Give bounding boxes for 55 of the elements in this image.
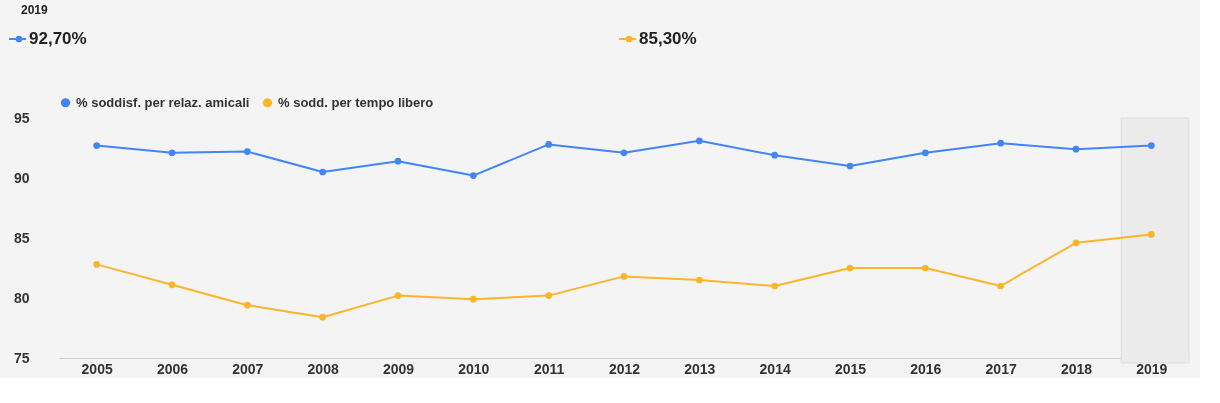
x-tick-label: 2013	[684, 360, 716, 377]
point	[695, 276, 703, 284]
point	[1147, 142, 1155, 149]
point	[620, 273, 628, 280]
point	[168, 149, 176, 157]
point	[921, 264, 929, 272]
x-tick-label: 2019	[1136, 360, 1168, 377]
text: 85,30%	[639, 29, 697, 48]
point	[695, 137, 703, 145]
point	[545, 292, 553, 299]
y-tick-label: 95	[13, 109, 30, 126]
x-tick-label: 2011	[533, 360, 565, 377]
point	[243, 301, 251, 309]
x-tick-label: 2006	[156, 360, 189, 377]
point	[93, 261, 101, 268]
point	[394, 157, 402, 165]
point	[1147, 231, 1155, 238]
x-tick-label: 2014	[759, 360, 791, 377]
point	[243, 148, 251, 155]
point	[771, 151, 779, 159]
point	[319, 168, 327, 176]
point	[997, 139, 1005, 147]
point	[1072, 145, 1080, 153]
y-tick-label: 85	[13, 229, 30, 246]
point	[771, 282, 779, 290]
point	[921, 149, 929, 157]
point	[846, 162, 854, 170]
y-tick-label: 90	[13, 169, 30, 186]
x-tick-label: 2012	[608, 360, 641, 377]
y-tick-label: 75	[13, 349, 30, 366]
point	[620, 149, 628, 157]
x-tick-label: 2017	[985, 360, 1017, 377]
x-tick-label: 2015	[834, 360, 867, 377]
x-tick-label: 2018	[1060, 360, 1093, 377]
text: 92,70%	[29, 29, 87, 48]
point	[545, 141, 553, 148]
point	[469, 172, 477, 179]
point	[394, 292, 402, 299]
point	[168, 281, 176, 289]
legend-label: % soddisf. per relaz. amicali	[76, 94, 250, 110]
x-tick-label: 2009	[382, 360, 415, 377]
x-tick-label: 2010	[458, 360, 490, 377]
y-tick-label: 80	[13, 289, 30, 306]
x-tick-label: 2005	[81, 360, 113, 377]
point	[319, 313, 327, 321]
point	[846, 264, 854, 272]
point	[1072, 239, 1080, 247]
point	[469, 295, 477, 303]
text: 2019	[21, 3, 49, 17]
point	[93, 142, 101, 149]
x-tick-label: 2007	[232, 360, 264, 377]
x-tick-label: 2016	[910, 360, 942, 377]
legend-label: % sodd. per tempo libero	[278, 94, 434, 110]
x-tick-label: 2008	[307, 360, 339, 377]
point	[997, 282, 1005, 290]
